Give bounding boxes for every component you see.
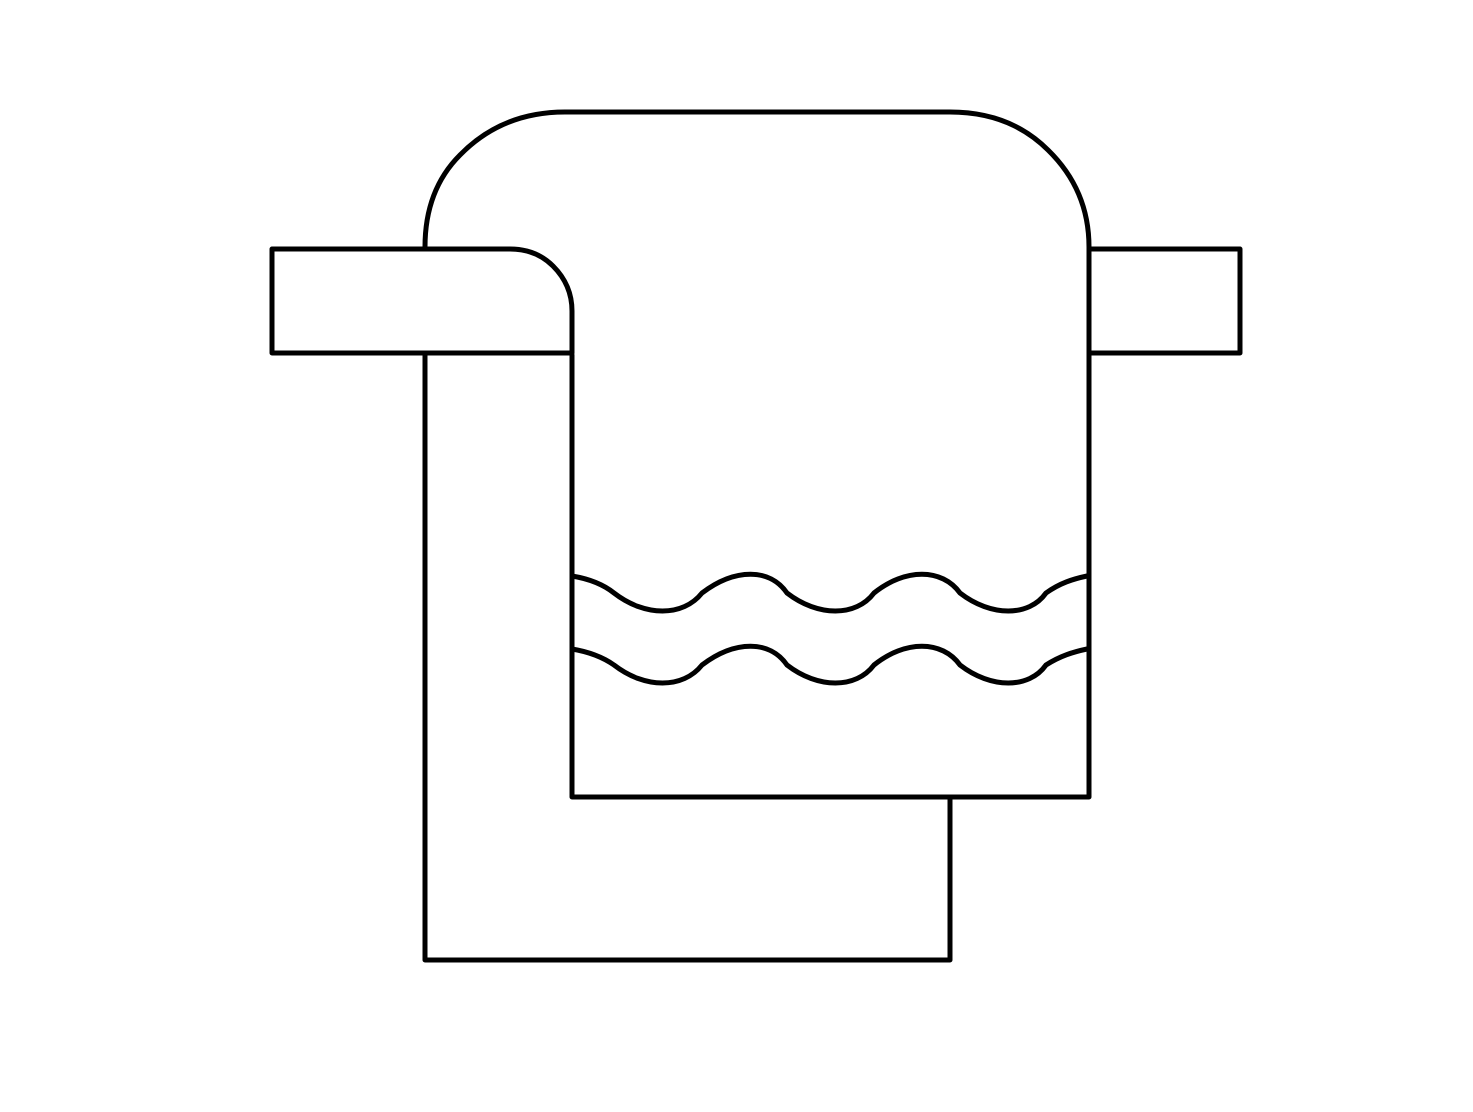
front-towel-panel <box>422 109 1092 800</box>
towel-rack-bar-right <box>1089 246 1243 356</box>
towel-rack-bar-left <box>269 246 575 356</box>
back-towel-panel <box>422 352 953 963</box>
towel-wave-stripe-bottom <box>569 643 1090 686</box>
towel-wave-stripe-top <box>569 571 1090 614</box>
